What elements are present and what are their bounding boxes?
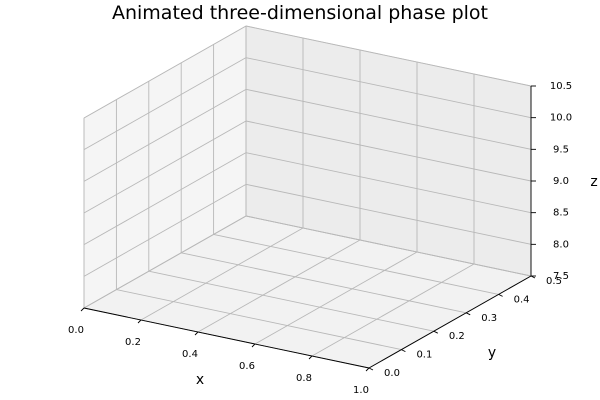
x-gridline: [197, 239, 361, 333]
z-gridline: [83, 25, 247, 119]
y-gridline: [116, 289, 402, 351]
x-tick: [80, 307, 85, 312]
y-tick: [368, 367, 374, 371]
y-tick-label: 0.3: [481, 313, 497, 324]
z-tick-label: 10.5: [550, 81, 572, 92]
y-tick: [401, 349, 406, 353]
y-tick: [433, 330, 439, 334]
z-gridline: [83, 215, 247, 309]
x-tick-label: 0.2: [125, 337, 141, 348]
z-gridline: [245, 215, 532, 277]
tick-marks: [80, 85, 536, 372]
z-gridline: [245, 183, 532, 245]
y-tick-label: 0.4: [514, 294, 530, 305]
z-gridline: [245, 57, 532, 119]
x-tick: [137, 319, 142, 324]
z-tick-label: 10.0: [550, 113, 572, 124]
z-gridline: [245, 152, 532, 214]
x-tick: [194, 331, 199, 336]
x-tick-label: 0.8: [296, 373, 312, 384]
x-axis-label: x: [196, 372, 204, 388]
z-tick-label: 8.5: [553, 208, 569, 219]
z-tick-label: 8.0: [553, 239, 569, 250]
z-gridline: [83, 152, 247, 246]
x-gridline: [311, 263, 475, 357]
z-gridline: [83, 120, 247, 214]
grid-lines: [83, 25, 532, 369]
x-axis-line: [83, 307, 370, 369]
x-tick: [251, 343, 256, 348]
tick-labels: 0.0 0.2 0.4 0.6 0.8 1.0 0.0 0.1 0.2 0.3 0.4 0.57.5 8…: [68, 81, 572, 396]
chart-title: Animated three-dimensional phase plot: [112, 2, 488, 24]
x-gridline: [140, 227, 304, 321]
z-tick-label: 9.0: [553, 176, 569, 187]
z-gridline: [245, 120, 532, 182]
y-gridline: [213, 233, 499, 295]
z-axis-label: z: [590, 174, 597, 190]
y-tick-label: 0.5: [546, 276, 562, 287]
z-gridline: [83, 183, 247, 277]
x-tick: [308, 355, 313, 360]
y-tick-label: 0.0: [384, 368, 400, 379]
y-gridline: [181, 252, 467, 314]
y-axis-label: y: [488, 345, 496, 361]
y-tick: [498, 293, 503, 297]
z-gridline: [245, 25, 532, 87]
x-tick: [365, 367, 370, 372]
z-gridline: [245, 88, 532, 150]
x-tick-label: 1.0: [353, 385, 369, 396]
z-gridline: [83, 88, 247, 182]
z-tick-label: 7.5: [553, 271, 569, 282]
z-gridline: [83, 57, 247, 151]
x-gridline: [254, 251, 418, 345]
z-tick-label: 9.5: [553, 144, 569, 155]
y-gridline: [148, 270, 434, 332]
y-tick-label: 0.1: [416, 350, 432, 361]
x-tick-label: 0.0: [68, 325, 84, 336]
y-tick-label: 0.2: [449, 331, 465, 342]
y-tick: [465, 312, 471, 316]
y-axis-line: [368, 275, 532, 369]
x-tick-label: 0.4: [182, 349, 198, 360]
x-tick-label: 0.6: [239, 361, 255, 372]
